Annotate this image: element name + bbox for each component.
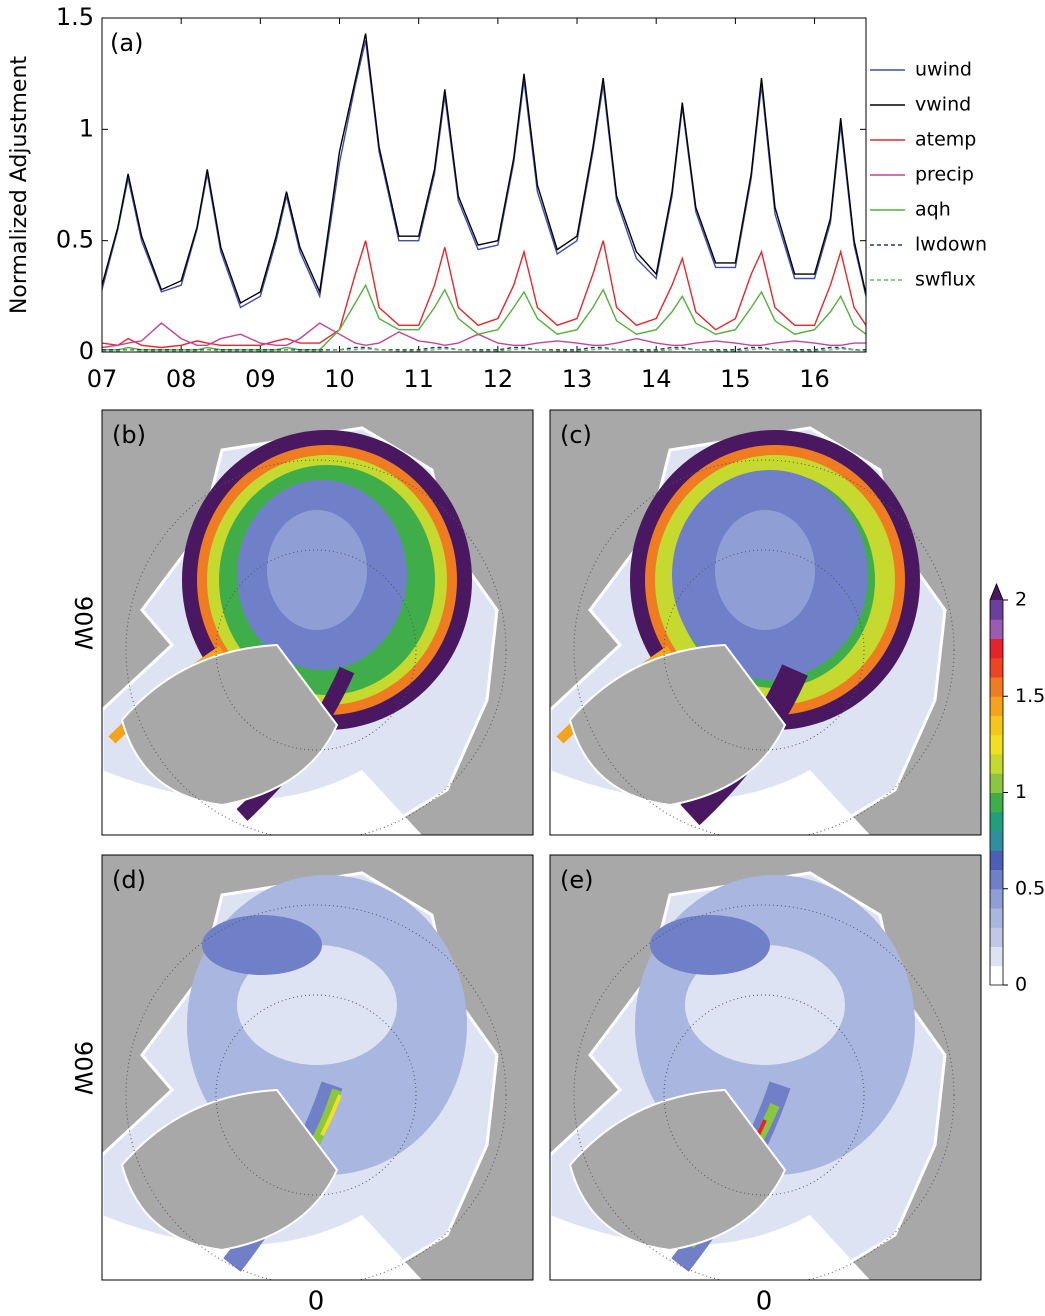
latitude-circle (215, 549, 417, 751)
latitude-circle (125, 904, 507, 1280)
field (202, 915, 322, 975)
color-swatch (990, 831, 1003, 851)
legend-label: aqh (915, 199, 951, 221)
colorbar-tick-label: 1 (1015, 781, 1027, 803)
map-panel (102, 410, 533, 835)
color-swatch (990, 619, 1003, 639)
color-swatch (990, 965, 1003, 986)
series-line (101, 322, 866, 349)
x-tick-label: 16 (799, 365, 830, 393)
color-swatch (990, 677, 1003, 697)
lon-label: 90W (69, 1041, 97, 1095)
legend-label: vwind (915, 94, 971, 116)
legend-label: uwind (915, 59, 972, 81)
x-tick-label: 11 (403, 365, 434, 393)
color-swatch (990, 908, 1003, 928)
colorbar-tick-label: 2 (1015, 589, 1027, 611)
ocean-pale (102, 1215, 422, 1280)
ocean-pale (550, 1215, 870, 1280)
greenland (120, 643, 339, 807)
x-tick-label: 12 (483, 365, 514, 393)
y-tick-label: 1 (79, 114, 94, 142)
legend-label: atemp (915, 129, 976, 151)
color-swatch (990, 946, 1003, 967)
map-frame (101, 409, 534, 836)
legend-label: swflux (915, 269, 976, 291)
field (237, 945, 397, 1065)
x-tick-label: 15 (720, 365, 751, 393)
map-panel (550, 855, 981, 1280)
panel-label: (a) (110, 29, 143, 57)
map-frame (101, 854, 534, 1281)
plot-area (102, 18, 866, 352)
color-swatch (990, 657, 1003, 678)
extend-triangle (990, 584, 1003, 600)
series-line (101, 240, 867, 349)
latitude-circle (573, 904, 955, 1280)
lat-label: 0 (308, 1287, 325, 1316)
x-tick-label: 10 (324, 365, 355, 393)
color-swatch (990, 773, 1003, 793)
map-frame (549, 409, 982, 836)
series-line (102, 347, 867, 352)
legend-label: precip (915, 164, 974, 186)
color-swatch (990, 754, 1003, 774)
series-line (101, 33, 867, 305)
x-tick-label: 13 (562, 365, 593, 393)
color-swatch (990, 696, 1003, 716)
field (685, 945, 845, 1065)
x-tick-label: 09 (245, 365, 276, 393)
greenland (120, 1088, 339, 1252)
streak (320, 1094, 342, 1136)
field (650, 915, 770, 975)
greenland (568, 1088, 787, 1252)
map-panel (550, 410, 981, 835)
latitude-circle (215, 994, 417, 1196)
colorbar-tick-label: 0.5 (1015, 877, 1045, 899)
field (715, 510, 815, 630)
color-swatch (990, 638, 1003, 659)
colorbar-tick-label: 1.5 (1015, 685, 1045, 707)
color-swatch (990, 811, 1003, 832)
colorbar-tick-label: 0 (1015, 974, 1027, 996)
lon-label: 90W (69, 596, 97, 650)
panel-label: (b) (112, 421, 146, 449)
y-tick-label: 0.5 (56, 226, 94, 254)
y-tick-label: 1.5 (56, 3, 94, 31)
plot-frame (101, 17, 867, 353)
color-swatch (990, 850, 1003, 870)
colorbar-frame (989, 582, 1004, 986)
x-tick-label: 14 (641, 365, 672, 393)
panel-label: (c) (560, 421, 592, 449)
color-swatch (990, 734, 1003, 755)
color-swatch (990, 792, 1003, 813)
map-panel (102, 855, 533, 1280)
latitude-circle (663, 549, 865, 751)
legend-label: lwdown (915, 234, 987, 256)
panel-label: (e) (560, 866, 594, 894)
latitude-circle (125, 459, 507, 835)
greenland (568, 643, 787, 807)
y-tick-label: 0 (79, 337, 94, 365)
x-tick-label: 08 (166, 365, 197, 393)
map-frame (549, 854, 982, 1281)
x-tick-label: 07 (87, 365, 118, 393)
field (267, 510, 367, 630)
panel-label: (d) (112, 866, 146, 894)
color-swatch (990, 600, 1003, 620)
y-axis-label: Normalized Adjustment (7, 56, 32, 314)
color-swatch (990, 869, 1003, 890)
lat-label: 0 (756, 1287, 773, 1316)
latitude-circle (663, 994, 865, 1196)
series-line (102, 346, 866, 351)
series-line (101, 40, 867, 309)
color-swatch (990, 715, 1003, 736)
color-swatch (990, 927, 1003, 947)
latitude-circle (573, 459, 955, 835)
color-swatch (990, 888, 1003, 909)
